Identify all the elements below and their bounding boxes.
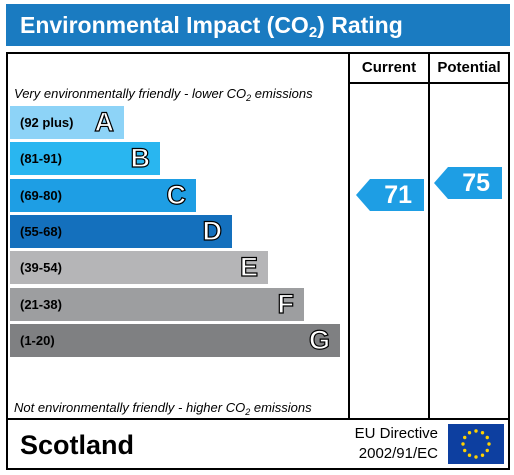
eu-flag-star [463,448,467,453]
eu-flag-star [474,455,478,459]
current-rating-arrow: 71 [356,179,424,212]
band-letter: E [239,252,258,283]
band-g: (1-20) G [10,323,340,357]
band-range-label: (1-20) [20,332,55,348]
band-letter: G [308,324,330,355]
divider-current [348,54,350,418]
band-range-label: (81-91) [20,151,62,167]
note-bottom: Not environmentally friendly - higher CO… [14,400,312,417]
divider-potential [428,54,430,418]
band-a: (92 plus) A [10,106,124,139]
eu-flag-star [485,448,489,453]
eu-flag-star [463,435,467,440]
header-divider [348,82,508,84]
band-range-label: (92 plus) [20,115,74,130]
eu-flag-star [474,429,478,433]
band-range-label: (69-80) [20,187,62,203]
band-b: (81-91) B [10,142,160,176]
directive-line-2: 2002/91/EC [358,445,438,462]
band-range-label: (21-38) [20,296,62,312]
eu-flag-star [485,435,489,440]
rating-frame: Current Potential Very environmentally f… [6,52,510,420]
eu-flag-star [487,442,491,446]
eu-directive: EU Directive 2002/91/EC [334,424,438,464]
eu-flag-star [467,431,472,435]
region-label: Scotland [20,430,135,460]
eu-flag-star [461,442,465,446]
note-top: Very environmentally friendly - lower CO… [14,86,313,103]
band-f: (21-38) F [10,287,304,321]
potential-rating-value: 75 [462,169,490,198]
band-letter: F [277,288,295,319]
band-range-label: (55-68) [20,223,62,239]
band-letter: D [202,215,223,246]
band-c: (69-80) C [10,178,196,212]
column-header-current: Current [361,59,417,76]
eu-flag-star [480,453,485,457]
eu-flag-star [480,431,485,435]
band-e: (39-54) E [10,251,268,285]
eu-flag-star [467,453,472,457]
band-d: (55-68) D [10,214,232,248]
potential-rating-arrow: 75 [434,167,502,200]
band-letter: B [130,143,151,174]
footer: Scotland EU Directive 2002/91/EC [6,420,510,470]
band-range-label: (39-54) [20,260,62,276]
band-letter: A [94,106,115,137]
chart-title: Environmental Impact (CO2) Rating [6,4,510,46]
potential-arrow-shape [434,167,502,200]
directive-line-1: EU Directive [354,425,438,442]
column-header-potential: Potential [437,59,501,76]
eu-flag-icon [448,424,504,464]
current-arrow-shape [356,179,424,212]
band-letter: C [166,179,187,210]
current-rating-value: 71 [384,181,412,210]
